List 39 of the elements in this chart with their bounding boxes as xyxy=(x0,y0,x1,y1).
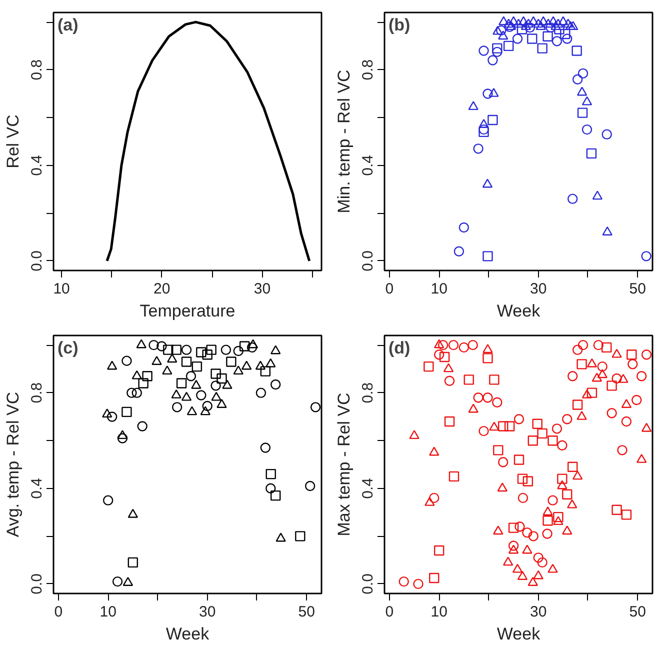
x-axis-title: Week xyxy=(496,624,541,644)
y-axis-title: Max temp - Rel VC xyxy=(334,392,354,536)
y-tick-label: 0.4 xyxy=(360,478,376,499)
y-axis-title: Min. temp - Rel VC xyxy=(334,70,354,214)
y-tick-label: 0.4 xyxy=(28,154,46,176)
x-tick-label: 10 xyxy=(430,280,448,298)
y-tick-label: 0.0 xyxy=(360,574,376,594)
x-tick-label: 10 xyxy=(430,604,448,620)
x-tick-label: 10 xyxy=(53,280,70,298)
y-tick-label: 0.8 xyxy=(28,59,46,80)
x-tick-label: 30 xyxy=(530,280,547,298)
annotation: (c) xyxy=(58,338,78,358)
x-axis-title: Week xyxy=(496,302,541,320)
y-tick-label: 0.0 xyxy=(28,574,46,594)
x-tick-label: 50 xyxy=(298,604,315,620)
x-tick-label: 50 xyxy=(629,280,646,298)
x-axis-title: Temperature xyxy=(140,302,236,320)
x-tick-label: 0 xyxy=(54,604,63,620)
x-tick-label: 20 xyxy=(154,280,170,298)
y-tick-label: 0.0 xyxy=(28,250,46,272)
annotation: (a) xyxy=(58,16,78,34)
x-tick-label: 50 xyxy=(629,604,646,620)
x-tick-label: 0 xyxy=(385,604,394,620)
x-tick-label: 10 xyxy=(100,604,116,620)
y-tick-label: 0.4 xyxy=(28,478,46,499)
annotation: (d) xyxy=(388,338,410,358)
x-tick-label: 30 xyxy=(199,604,216,620)
y-tick-label: 0.8 xyxy=(360,59,376,80)
annotation: (b) xyxy=(388,16,410,34)
y-tick-label: 0.0 xyxy=(360,250,376,272)
y-tick-label: 0.8 xyxy=(28,382,46,404)
y-tick-label: 0.8 xyxy=(360,382,376,404)
y-axis-title: Avg. temp - Rel VC xyxy=(4,392,22,538)
x-axis-title: Week xyxy=(166,624,210,644)
y-axis-title: Rel VC xyxy=(4,114,22,168)
x-tick-label: 30 xyxy=(254,280,271,298)
x-tick-label: 0 xyxy=(385,280,394,298)
y-tick-label: 0.4 xyxy=(360,154,376,176)
x-tick-label: 30 xyxy=(530,604,547,620)
